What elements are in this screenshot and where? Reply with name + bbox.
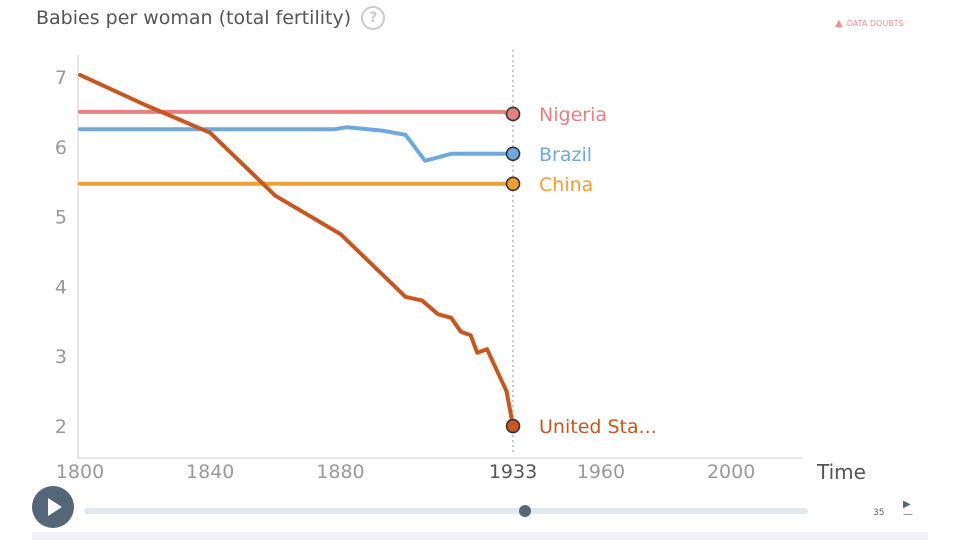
play-button[interactable] xyxy=(32,486,74,528)
timeline-track[interactable] xyxy=(84,508,808,514)
y-tick-label-6: 6 xyxy=(55,137,67,159)
x-tick-label-2000: 2000 xyxy=(707,461,755,483)
help-icon[interactable]: ? xyxy=(361,6,386,30)
series-end-marker-1 xyxy=(505,146,521,162)
series-line-1 xyxy=(78,125,515,163)
x-tick-label-1840: 1840 xyxy=(186,461,234,483)
y-tick-label-4: 4 xyxy=(55,276,67,298)
series-label-1: Brazil xyxy=(539,144,592,166)
series-end-marker-0 xyxy=(505,106,521,122)
y-tick-label-3: 3 xyxy=(55,346,67,368)
series-end-marker-2 xyxy=(505,176,521,192)
series-end-marker-3 xyxy=(505,418,521,434)
timeline-handle[interactable] xyxy=(519,505,531,517)
speed-value: 35 xyxy=(873,508,885,518)
data-doubts-label: DATA DOUBTS xyxy=(846,19,904,28)
warning-icon: ▲ xyxy=(835,18,843,29)
x-tick-label-1880: 1880 xyxy=(316,461,364,483)
chart-title: Babies per woman (total fertility)? xyxy=(36,6,386,30)
y-tick-label-2: 2 xyxy=(55,416,67,438)
data-doubts-link[interactable]: ▲ DATA DOUBTS xyxy=(835,18,904,29)
series-line-3 xyxy=(78,72,515,428)
y-tick-label-5: 5 xyxy=(55,207,67,229)
series-label-0: Nigeria xyxy=(539,104,607,126)
series-label-2: China xyxy=(539,174,593,196)
x-tick-label-1933: 1933 xyxy=(489,461,537,483)
x-tick-label-1960: 1960 xyxy=(577,461,625,483)
bottom-strip xyxy=(32,532,928,540)
series-line-0 xyxy=(78,109,515,116)
chart-title-text: Babies per woman (total fertility) xyxy=(36,7,352,29)
y-tick-label-7: 7 xyxy=(55,67,67,89)
x-axis-time-label[interactable]: Time xyxy=(817,460,866,484)
series-label-3: United Sta... xyxy=(539,416,657,438)
x-tick-label-1800: 1800 xyxy=(56,461,104,483)
options-icon[interactable]: ▶ — xyxy=(903,499,913,520)
